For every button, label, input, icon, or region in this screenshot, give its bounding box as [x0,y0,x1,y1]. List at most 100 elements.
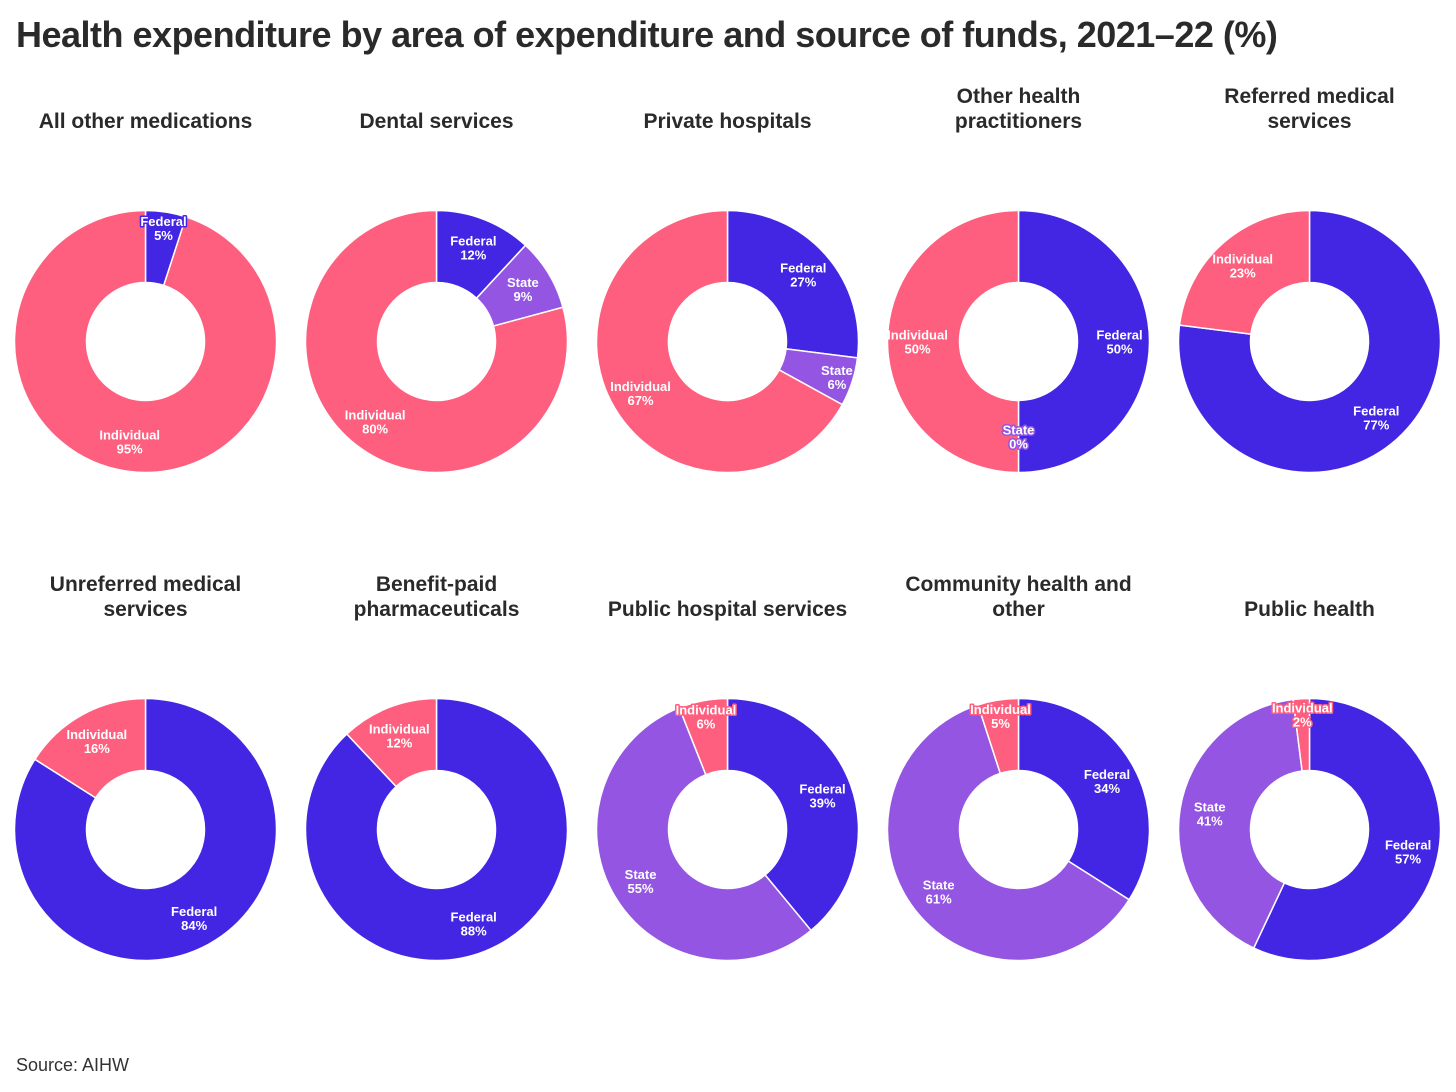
slice-value: 27% [790,275,816,290]
slice-name: State [1003,423,1035,438]
donut-panel-benefit-paid-pharmaceuticals: Benefit-paid pharmaceuticals Federal 88% In… [291,573,582,1058]
slice-value: 50% [904,342,930,357]
page-title: Health expenditure by area of expenditur… [16,14,1278,55]
donut-slice-individual [33,697,147,799]
slice-name: State [821,363,853,378]
donut-panel-private-hospitals: Private hospitals Federal 27% State 6% Indivi… [582,90,873,570]
slice-value: 5% [991,716,1010,731]
slice-value: 50% [1106,342,1132,357]
slice-value: 55% [628,881,654,896]
slice-name: Individual [345,408,406,423]
slice-name: State [625,867,657,882]
donut-slice-federal [1177,209,1442,474]
slice-value: 41% [1197,814,1223,829]
slice-value: 12% [386,736,412,751]
donut-slice-individual [304,209,569,474]
slice-value: 0% [1009,437,1028,452]
chart-title: Community health and other [905,573,1132,621]
slice-name: Individual [970,702,1031,717]
donut-slice-individual [345,697,438,788]
slice-name: Individual [1272,701,1333,716]
slice-name: Federal [1385,838,1431,853]
donut-slice-individual [1292,697,1311,772]
source-note: Source: AIHW [16,1055,130,1075]
chart-title: Referred medical services [1224,85,1395,133]
slice-value: 57% [1395,852,1421,867]
donut-slice-federal [1252,697,1442,962]
chart-title: Other health practitioners [954,85,1083,133]
slice-name: State [1194,800,1226,815]
slice-name: Individual [67,727,128,742]
slice-name: State [507,275,539,290]
donut-slice-federal [1017,697,1151,901]
slice-value: 9% [514,289,533,304]
donut-panel-community-health-and-other: Community health and other Federal 34% Stat… [873,573,1164,1058]
donut-slice-individual [595,209,844,474]
slice-name: Federal [1353,403,1399,418]
slice-value: 95% [117,441,143,456]
chart-title: Dental services [359,110,514,133]
donut-slice-individual [13,209,278,474]
donut-slice-individual [977,697,1020,775]
donut-slice-federal [726,209,860,359]
slice-name: Federal [450,233,496,248]
slice-name: Individual [610,379,671,394]
donut-slice-individual [886,209,1020,474]
donut-panel-all-other-medications: All other medications Federal 5% Individual… [0,90,291,570]
chart-title: All other medications [38,110,253,133]
slice-value: 80% [362,422,388,437]
chart-title: Public hospital services [607,598,848,621]
slice-value: 6% [827,377,846,392]
donut-slice-federal [1017,209,1151,474]
slice-name: Federal [799,781,845,796]
slice-name: Federal [780,261,826,276]
slice-value: 16% [84,741,110,756]
donut-slice-state [595,706,813,962]
slice-value: 39% [810,795,836,810]
chart-title: Public health [1244,598,1375,621]
slice-value: 77% [1363,417,1389,432]
slice-value: 2% [1293,715,1312,730]
donut-panel-dental-services: Dental services Federal 12% State 9% Individu… [291,90,582,570]
slice-name: Federal [171,904,217,919]
donut-slice-state [886,703,1131,962]
slice-value: 12% [460,247,486,262]
donut-slice-state [1177,698,1303,950]
slice-name: State [923,877,955,892]
slice-value: 88% [461,923,487,938]
donut-slice-federal [726,697,860,932]
donut-panel-other-health-practitioners: Other health practitioners Federal 50% Stat… [873,85,1164,570]
chart-title: Unreferred medical services [49,573,242,621]
donut-panel-referred-medical-services: Referred medical services Federal 77% Indiv… [1164,85,1455,570]
donut-panel-public-health: Public health Federal 57% State 41% Individua… [1164,578,1455,1058]
slice-name: Individual [99,427,160,442]
donut-slice-individual [678,697,729,776]
slice-value: 5% [154,228,173,243]
slice-value: 23% [1230,266,1256,281]
slice-value: 61% [926,891,952,906]
slice-name: Individual [676,703,737,718]
